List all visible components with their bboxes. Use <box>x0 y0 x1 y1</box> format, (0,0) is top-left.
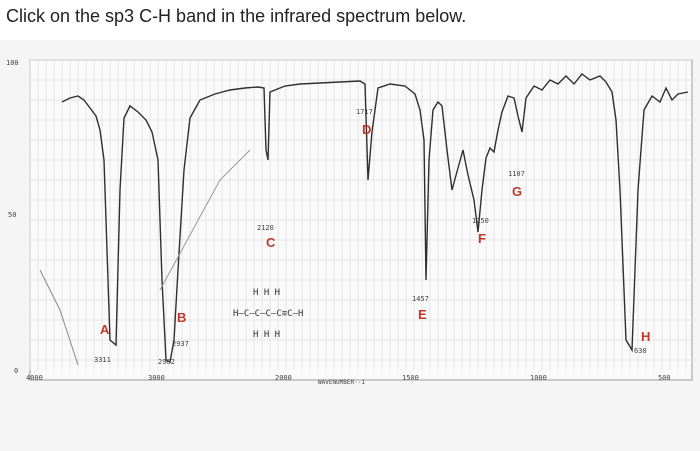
ir-spectrum-image: 100 50 0 4000 3000 2000 1500 1000 500 WA… <box>0 40 700 451</box>
y-label-50: 50 <box>8 211 16 219</box>
band-b[interactable]: B 2937 2962 <box>150 300 195 370</box>
molecule-structure: H H H H–C–C–C–C≡C–H H H H <box>233 288 303 340</box>
band-f[interactable]: 1250 F <box>468 210 504 250</box>
pen-mark <box>39 269 79 366</box>
grid-lines <box>29 59 692 370</box>
y-label-100: 100 <box>6 59 19 67</box>
band-h-wavenumber: 630 <box>634 347 647 355</box>
spectrum-svg: 100 50 0 4000 3000 2000 1500 1000 500 WA… <box>0 40 700 451</box>
band-b-letter: B <box>177 310 186 325</box>
band-a[interactable]: A 3311 <box>90 310 130 364</box>
molecule-bottom-row: H H H <box>253 330 280 340</box>
molecule-main-chain: H–C–C–C–C≡C–H <box>233 309 303 319</box>
band-d-letter: D <box>362 122 371 137</box>
band-g-letter: G <box>512 184 522 199</box>
x-label-500: 500 <box>658 374 671 382</box>
band-e-wavenumber: 1457 <box>412 295 429 303</box>
band-a-letter: A <box>100 322 110 337</box>
x-label-3000: 3000 <box>148 374 165 382</box>
y-label-0: 0 <box>14 367 18 375</box>
spectrum-trace <box>61 73 689 364</box>
molecule-top-row: H H H <box>253 288 280 298</box>
band-a-wavenumber: 3311 <box>94 356 111 364</box>
band-f-letter: F <box>478 231 486 246</box>
pen-mark-2 <box>159 149 251 291</box>
band-e[interactable]: 1457 E <box>408 290 444 330</box>
question-text: Click on the sp3 C-H band in the infrare… <box>6 6 467 26</box>
band-g[interactable]: 1107 G <box>504 164 540 204</box>
band-f-wavenumber: 1250 <box>472 217 489 225</box>
x-label-4000: 4000 <box>26 374 43 382</box>
band-b-wavenumber-2: 2962 <box>158 358 175 366</box>
band-e-letter: E <box>418 307 427 322</box>
band-h[interactable]: H 630 <box>630 325 666 365</box>
band-d-wavenumber: 1717 <box>356 108 373 116</box>
x-label-2000: 2000 <box>275 374 292 382</box>
x-label-1500: 1500 <box>402 374 419 382</box>
band-h-letter: H <box>641 329 650 344</box>
band-c[interactable]: 2120 C <box>252 215 288 255</box>
x-axis-title: WAVENUMBER·-1 <box>318 379 365 386</box>
x-label-1000: 1000 <box>530 374 547 382</box>
band-c-wavenumber: 2120 <box>257 224 274 232</box>
band-b-wavenumber: 2937 <box>172 340 189 348</box>
band-d[interactable]: 1717 D <box>352 102 386 142</box>
band-g-wavenumber: 1107 <box>508 170 525 178</box>
band-c-letter: C <box>266 235 276 250</box>
